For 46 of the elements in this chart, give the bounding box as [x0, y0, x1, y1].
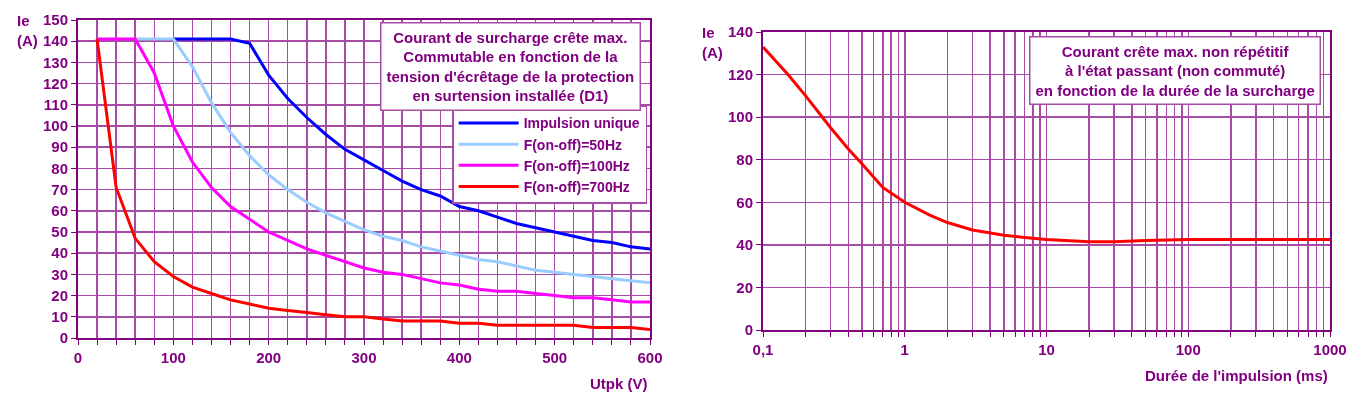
x-tick-label: 600 — [637, 349, 663, 366]
x-axis-title: Utpk (V) — [590, 375, 648, 392]
x-tick-label: 1 — [900, 341, 909, 358]
y-tick-label: 20 — [736, 278, 753, 296]
y-tick-label: 60 — [736, 193, 753, 211]
x-tick-label: 100 — [1175, 341, 1201, 358]
text: Courant de surcharge crête max. Commutable en fonction de la tension d'écrêtage de la protection en surtension installée (D1) — [386, 28, 635, 104]
y-tick-label: 70 — [51, 180, 68, 198]
x-tick-label: 0 — [73, 349, 83, 366]
y-tick-label: 130 — [42, 53, 68, 71]
y-tick-label: 120 — [727, 65, 753, 83]
x-tick-label: 10 — [1038, 341, 1055, 358]
y-tick-label: 100 — [42, 117, 68, 135]
legend-label: F(on-off)=100Hz — [523, 157, 630, 174]
y-tick-label: 100 — [727, 108, 753, 126]
y-tick-label: 140 — [727, 23, 753, 41]
x-tick-label: 0,1 — [752, 341, 774, 358]
y-tick-label: 40 — [51, 244, 68, 262]
y-tick-label: 120 — [42, 74, 68, 92]
y-tick-label: 60 — [51, 202, 68, 220]
x-tick-label: 100 — [160, 349, 186, 366]
y-tick-label: 140 — [42, 32, 68, 50]
y-tick-label: 80 — [51, 159, 68, 177]
y-tick-label: 10 — [51, 308, 68, 326]
y-tick-label: 80 — [736, 150, 753, 168]
x-tick-label: 1000 — [1313, 341, 1347, 358]
x-tick-label: 200 — [256, 349, 282, 366]
x-tick-label: 400 — [446, 349, 472, 366]
y-tick-label: 150 — [42, 11, 68, 29]
x-tick-label: 300 — [351, 349, 377, 366]
legend-label: Impulsion unique — [523, 115, 640, 132]
y-axis-title: Ie (A) — [702, 24, 723, 61]
legend-label: F(on-off)=700Hz — [523, 179, 630, 196]
x-tick-label: 500 — [542, 349, 568, 366]
y-tick-label: 110 — [43, 96, 68, 114]
y-tick-label: 30 — [51, 265, 68, 283]
text: Courant crête max. non répétitif à l'état passant (non commuté) en fonction de la durée de la surcharge — [1035, 42, 1315, 99]
y-tick-label: 0 — [744, 321, 753, 339]
y-axis-title: Ie (A) — [17, 12, 38, 49]
y-tick-label: 0 — [59, 329, 68, 347]
legend-label: F(on-off)=50Hz — [523, 136, 623, 153]
y-tick-label: 40 — [736, 236, 753, 254]
y-tick-label: 50 — [51, 223, 68, 241]
y-tick-label: 90 — [51, 138, 68, 156]
y-tick-label: 20 — [51, 286, 68, 304]
x-axis-title: Durée de l'impulsion (ms) — [1145, 367, 1328, 384]
